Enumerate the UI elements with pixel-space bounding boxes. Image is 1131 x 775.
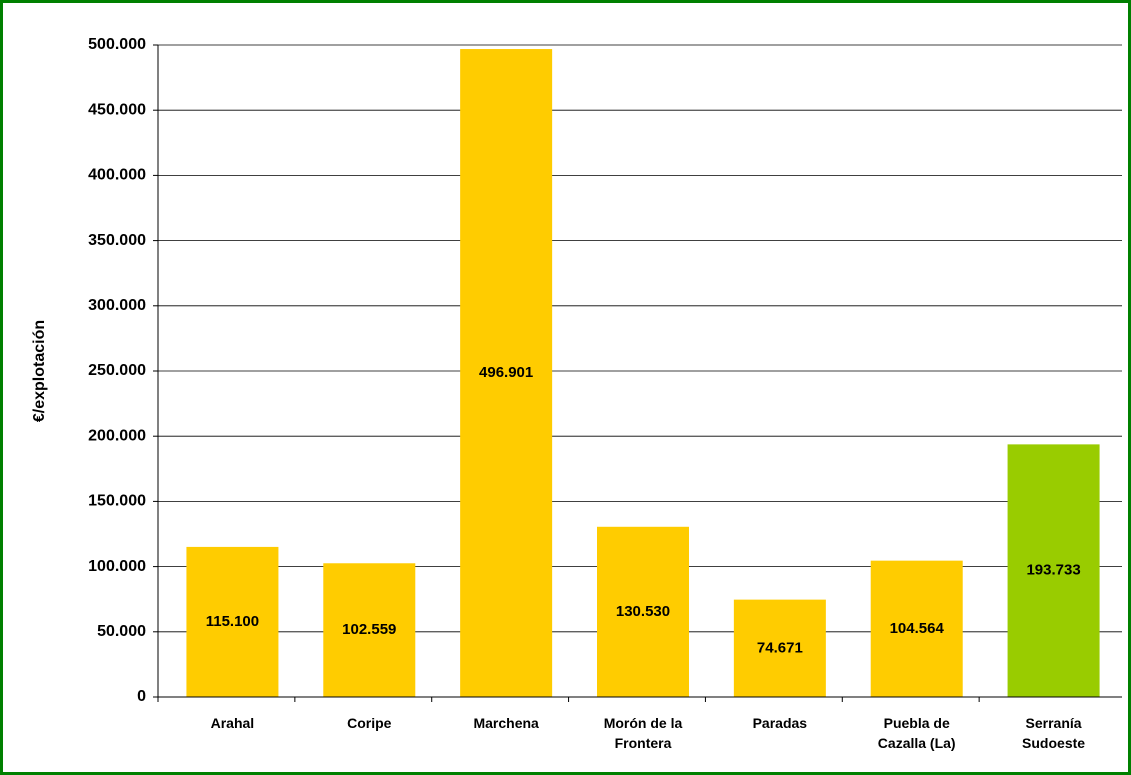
x-tick-label: Paradas — [752, 715, 808, 731]
bar — [186, 546, 279, 697]
bar — [460, 49, 553, 698]
y-tick-label: 200.000 — [88, 427, 146, 444]
y-tick-label: 50.000 — [97, 623, 146, 640]
bar — [870, 560, 963, 697]
y-tick-label: 350.000 — [88, 232, 146, 249]
y-axis-label: €/explotación — [31, 320, 48, 422]
value-label: 102.559 — [342, 621, 396, 638]
bar — [323, 563, 416, 697]
y-tick-label: 150.000 — [88, 493, 146, 510]
value-label: 74.671 — [757, 639, 803, 656]
y-tick-label: 400.000 — [88, 167, 146, 184]
y-tick-label: 300.000 — [88, 297, 146, 314]
x-tick-label: Puebla de Cazalla (La) — [877, 715, 956, 751]
bar — [1007, 444, 1100, 697]
value-label: 104.564 — [890, 620, 945, 637]
value-label: 496.901 — [479, 364, 533, 381]
x-tick-label: Serranía Sudoeste — [1022, 715, 1086, 751]
y-tick-label: 100.000 — [88, 558, 146, 575]
y-tick-label: 450.000 — [88, 101, 146, 118]
x-tick-label: Coripe — [347, 715, 392, 731]
x-tick-label: Arahal — [210, 715, 255, 731]
bar — [733, 599, 826, 697]
y-tick-label: 250.000 — [88, 362, 146, 379]
bar — [597, 526, 689, 697]
value-label: 115.100 — [206, 613, 259, 630]
y-tick-label: 0 — [137, 688, 146, 705]
x-tick-label: Morón de la Frontera — [603, 715, 683, 751]
x-tick-label: Marchena — [473, 715, 539, 731]
y-tick-label: 500.000 — [88, 36, 146, 53]
value-label: 193.733 — [1026, 562, 1080, 579]
value-label: 130.530 — [616, 603, 670, 620]
